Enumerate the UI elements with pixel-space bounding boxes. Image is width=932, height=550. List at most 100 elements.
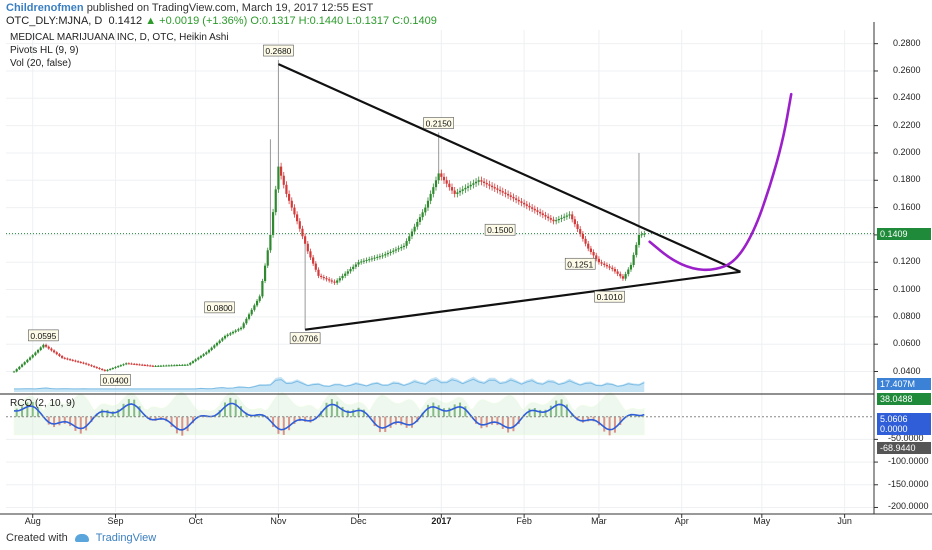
candle-body (60, 355, 64, 358)
candle-body (103, 369, 106, 371)
candle-body (568, 214, 571, 216)
rci-histogram-bar (555, 400, 558, 417)
symbol[interactable]: OTC_DLY:MJNA, D (6, 15, 103, 27)
tradingview-link[interactable]: TradingView (95, 532, 157, 544)
candle-body (643, 233, 646, 235)
candle-body (285, 184, 288, 194)
candle-body (12, 371, 16, 373)
rci-histogram-bar (480, 416, 483, 429)
pivot-label-box (564, 257, 596, 270)
candle-body (333, 281, 336, 283)
rci-histogram-bar (26, 402, 29, 417)
candle-body (432, 187, 435, 194)
candle-body (269, 234, 272, 251)
candle-body (370, 258, 373, 260)
candle-body (474, 181, 478, 184)
candle-body (322, 277, 325, 279)
rci-histogram-bar (277, 416, 280, 434)
pivot-label-box (289, 332, 321, 345)
candle-body (263, 265, 267, 282)
rci-signal-badge: 5.0606 (877, 413, 931, 426)
candle-body (405, 241, 408, 246)
rci-histogram-bar (288, 416, 291, 431)
legend-pivots[interactable]: Pivots HL (9, 9) (10, 45, 79, 56)
candle-body (143, 364, 146, 366)
rci-tick-label: -50.0000 (888, 433, 924, 444)
candle-body (98, 368, 101, 370)
candle-body (349, 269, 352, 272)
candle-body (421, 212, 424, 218)
rci-histogram-bar (394, 416, 397, 425)
candle-body (456, 192, 459, 194)
candle-body (165, 365, 168, 367)
candle-body (242, 323, 245, 328)
rci-histogram-bar (587, 416, 590, 422)
candle-body (440, 173, 443, 177)
candle-body (384, 254, 387, 256)
legend-volume[interactable]: Vol (20, false) (10, 58, 72, 69)
legend-main[interactable]: MEDICAL MARIJUANA INC, D, OTC, Heikin As… (10, 32, 229, 43)
candle-body (39, 347, 42, 350)
candle-body (611, 267, 614, 270)
pivot-label: 0.1500 (484, 223, 516, 236)
candle-body (531, 207, 534, 209)
legend-rci[interactable]: RCO (2, 10, 9) (10, 398, 76, 409)
rci-histogram-bar (341, 406, 344, 417)
candle-body (298, 221, 301, 229)
candle-body (445, 180, 448, 184)
rci-tick-label: -200.0000 (888, 501, 929, 512)
rci-histogram-bar (533, 408, 536, 417)
candle-body (469, 184, 472, 187)
candle-body (127, 363, 130, 365)
price-tick-label: 0.1000 (893, 283, 921, 294)
candle-body (600, 262, 603, 264)
rci-histogram-bar (432, 402, 435, 417)
candle-body (122, 364, 125, 366)
last-price-badge: 0.1409 (877, 227, 931, 240)
candle-body (325, 278, 328, 280)
rci-signal-line (13, 402, 645, 431)
candle-body (47, 346, 50, 349)
triangle-trendline (304, 270, 741, 331)
pivot-label: 0.0800 (204, 301, 235, 314)
rci-histogram-bar (619, 416, 622, 426)
rci-histogram-bar (298, 416, 301, 422)
rci-histogram-bar (58, 416, 61, 426)
rci-histogram-bar (528, 408, 531, 417)
rci-histogram-bar (282, 416, 285, 435)
candle-body (563, 216, 566, 218)
candle-body (547, 216, 550, 219)
candle-body (442, 176, 446, 181)
axes (0, 22, 932, 518)
grid-lines (6, 30, 874, 512)
candle-body (496, 188, 499, 190)
candle-body (637, 234, 641, 245)
candle-body (55, 352, 58, 355)
candle-body (135, 364, 138, 366)
candle-body (560, 217, 563, 219)
candle-body (458, 190, 462, 193)
candle-body (261, 281, 264, 297)
candle-body (186, 364, 189, 366)
candle-body (402, 245, 406, 248)
candle-body (194, 359, 197, 362)
rci-histogram-bar (448, 407, 451, 417)
candle-body (170, 365, 173, 367)
publisher-name[interactable]: Childrenofmen (6, 2, 84, 14)
candle-body (239, 327, 243, 330)
candle-body (20, 364, 24, 367)
candle-body (90, 365, 93, 367)
price-tick-label: 0.1600 (893, 201, 921, 212)
candle-body (95, 367, 98, 369)
candle-body (613, 269, 617, 272)
pivot-label: 0.1251 (564, 257, 596, 270)
candle-body (501, 191, 504, 193)
last-value: 0.1412 (108, 15, 143, 27)
candle-body (237, 329, 240, 331)
pivot-label-box (204, 301, 235, 314)
candle-body (429, 193, 432, 201)
rci-histogram-bar (74, 416, 77, 431)
rci-histogram-bar (565, 404, 568, 417)
candle-body (587, 243, 590, 249)
candle-body (71, 359, 74, 361)
